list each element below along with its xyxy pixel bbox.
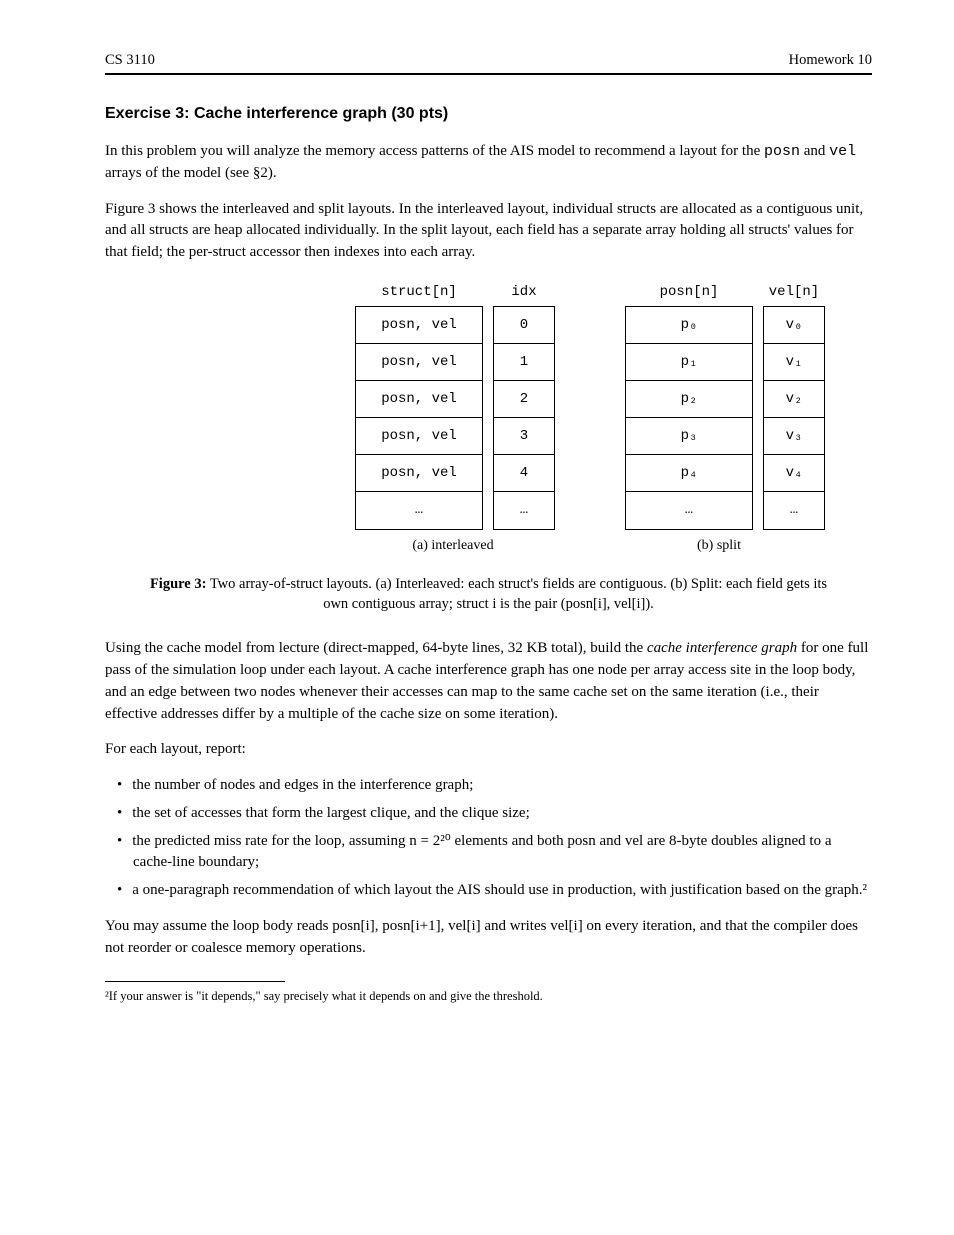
list-item: a one-paragraph recommendation of which … <box>105 880 872 902</box>
table-row: p₁ <box>626 344 752 381</box>
report-lead-in: For each layout, report: <box>105 739 872 761</box>
table-row: … <box>764 492 824 529</box>
interleaved-idx-col: idx 0 1 2 3 4 … <box>493 284 555 530</box>
table-row: v₁ <box>764 344 824 381</box>
figure-3: struct[n] posn, vel posn, vel posn, vel … <box>105 284 872 615</box>
table-row: … <box>356 492 482 529</box>
list-item: the set of accesses that form the larges… <box>105 803 872 825</box>
figure-sublabels: (a) interleaved (b) split <box>355 538 872 554</box>
table-row: p₀ <box>626 307 752 344</box>
deliverables-list: the number of nodes and edges in the int… <box>105 775 872 902</box>
interleaved-wide-heading: struct[n] <box>355 284 483 300</box>
table-row: 2 <box>494 381 554 418</box>
page-content: CS 3110 Homework 10 Exercise 3: Cache in… <box>105 52 872 1005</box>
list-item: the number of nodes and edges in the int… <box>105 775 872 797</box>
table-row: posn, vel <box>356 307 482 344</box>
table-row: v₂ <box>764 381 824 418</box>
layout-interleaved: struct[n] posn, vel posn, vel posn, vel … <box>355 284 555 530</box>
header-left: CS 3110 <box>105 52 155 69</box>
header-right: Homework 10 <box>789 52 872 69</box>
footnote-text: If your answer is "it depends," say prec… <box>109 989 543 1003</box>
interleaved-wide-cells: posn, vel posn, vel posn, vel posn, vel … <box>355 306 483 530</box>
sublabel-a: (a) interleaved <box>355 538 551 554</box>
table-row: posn, vel <box>356 418 482 455</box>
table-row: 1 <box>494 344 554 381</box>
interleaved-narrow-cells: 0 1 2 3 4 … <box>493 306 555 530</box>
interleaved-struct-col: struct[n] posn, vel posn, vel posn, vel … <box>355 284 483 530</box>
caption-bold: Figure 3: <box>150 576 207 592</box>
table-row: 4 <box>494 455 554 492</box>
footnote-rule <box>105 981 285 982</box>
list-item: the predicted miss rate for the loop, as… <box>105 831 872 875</box>
p1-code-vel: vel <box>829 143 856 160</box>
table-row: posn, vel <box>356 381 482 418</box>
table-row: v₃ <box>764 418 824 455</box>
assumptions-paragraph: You may assume the loop body reads posn[… <box>105 916 872 960</box>
intro-paragraph-1: In this problem you will analyze the mem… <box>105 141 872 185</box>
layout-split: posn[n] p₀ p₁ p₂ p₃ p₄ … vel[n] v₀ v₁ <box>625 284 825 530</box>
table-row: 0 <box>494 307 554 344</box>
footnote-2: ²If your answer is "it depends," say pre… <box>105 988 872 1005</box>
table-row: p₄ <box>626 455 752 492</box>
figure-caption: Figure 3: Two array-of-struct layouts. (… <box>145 574 832 615</box>
table-row: … <box>626 492 752 529</box>
task-paragraph-1: Using the cache model from lecture (dire… <box>105 638 872 725</box>
table-row: p₂ <box>626 381 752 418</box>
table-row: v₀ <box>764 307 824 344</box>
table-row: v₄ <box>764 455 824 492</box>
section-title: Exercise 3: Cache interference graph (30… <box>105 105 872 123</box>
split-vel-cells: v₀ v₁ v₂ v₃ v₄ … <box>763 306 825 530</box>
interleaved-narrow-heading: idx <box>493 284 555 300</box>
p3-a: Using the cache model from lecture (dire… <box>105 640 647 656</box>
split-wide-cells: p₀ p₁ p₂ p₃ p₄ … <box>625 306 753 530</box>
split-narrow-heading: vel[n] <box>763 284 825 300</box>
p1-text-a: In this problem you will analyze the mem… <box>105 143 764 159</box>
intro-paragraph-2: Figure 3 shows the interleaved and split… <box>105 199 872 264</box>
table-row: … <box>494 492 554 529</box>
figure-row: struct[n] posn, vel posn, vel posn, vel … <box>355 284 872 530</box>
split-posn-col: posn[n] p₀ p₁ p₂ p₃ p₄ … <box>625 284 753 530</box>
caption-rest: Two array-of-struct layouts. (a) Interle… <box>206 576 827 612</box>
table-row: p₃ <box>626 418 752 455</box>
running-header: CS 3110 Homework 10 <box>105 52 872 69</box>
split-vel-col: vel[n] v₀ v₁ v₂ v₃ v₄ … <box>763 284 825 530</box>
sublabel-b: (b) split <box>621 538 817 554</box>
table-row: 3 <box>494 418 554 455</box>
table-row: posn, vel <box>356 344 482 381</box>
p1-text-c: arrays of the model (see §2). <box>105 165 277 181</box>
header-rule <box>105 73 872 75</box>
p1-code-posn: posn <box>764 143 800 160</box>
p3-em: cache interference graph <box>647 640 797 656</box>
p1-text-b: and <box>800 143 829 159</box>
table-row: posn, vel <box>356 455 482 492</box>
split-wide-heading: posn[n] <box>625 284 753 300</box>
